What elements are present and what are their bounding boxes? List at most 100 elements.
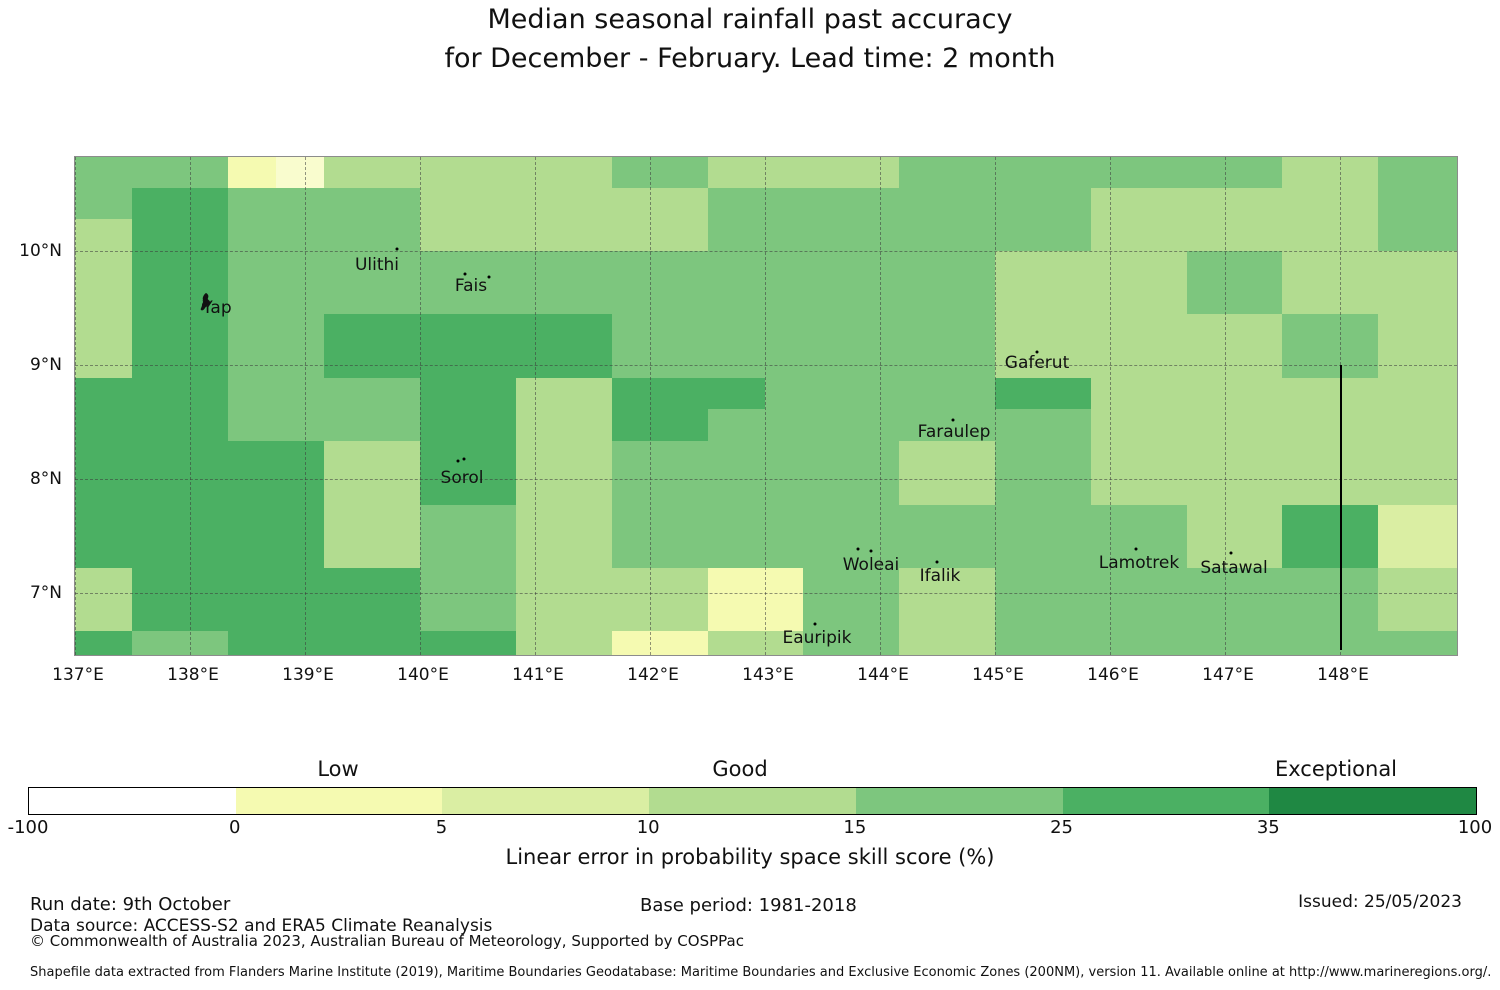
map-cell: [708, 188, 803, 251]
island-label: Satawal: [1200, 558, 1268, 578]
longitude-gridline: [650, 157, 651, 655]
map-cell: [1282, 314, 1378, 378]
longitude-gridline: [765, 157, 766, 655]
map-cell: [132, 157, 228, 188]
island-marker-dot: [1229, 551, 1233, 555]
map-cell: [803, 251, 899, 314]
map-cell: [228, 568, 324, 631]
map-cell: [228, 314, 324, 378]
latitude-tick-label: 10°N: [19, 241, 62, 261]
map-cell: [1378, 188, 1457, 251]
latitude-gridline: [75, 251, 1457, 252]
map-cell: [995, 157, 1091, 188]
map-cell: [324, 505, 420, 568]
island-label: Fais: [454, 276, 488, 296]
map-cell: [803, 188, 899, 251]
map-cell: [1282, 251, 1378, 314]
latitude-gridline: [75, 479, 1457, 480]
map-cell: [324, 157, 420, 188]
map-cell: [1091, 157, 1187, 188]
colorbar-segment: [235, 788, 443, 814]
longitude-tick-label: 143°E: [742, 665, 794, 685]
issued-date-text: Issued: 25/05/2023: [1298, 892, 1462, 912]
map-cell: [420, 188, 516, 251]
colorbar-segment: [1062, 788, 1270, 814]
longitude-gridline: [420, 157, 421, 655]
map-cell: [420, 568, 516, 631]
map-cell: [1282, 505, 1378, 568]
map-cell: [516, 441, 612, 505]
colorbar-tick-label: 0: [228, 817, 241, 838]
map-cell: [1187, 378, 1282, 441]
map-cell: [132, 505, 228, 568]
map-cell: [324, 568, 420, 631]
map-cell: [1282, 441, 1378, 505]
longitude-gridline: [305, 157, 306, 655]
map-cell: [420, 378, 516, 441]
longitude-tick-label: 139°E: [282, 665, 334, 685]
map-cell: [899, 441, 995, 505]
map-cell: [1378, 505, 1457, 568]
data-source-text: Data source: ACCESS-S2 and ERA5 Climate …: [30, 916, 493, 936]
map-cell: [324, 188, 420, 251]
map-cell: [803, 505, 899, 568]
map-cell: [516, 251, 612, 314]
map-cell: [708, 631, 803, 655]
eez-boundary-line: [1340, 365, 1342, 650]
map-subcell: [708, 378, 765, 409]
map-cell: [803, 314, 899, 378]
map-cell: [132, 631, 228, 655]
map-cell: [132, 188, 228, 251]
map-cell: [75, 251, 132, 314]
map-cell: [324, 378, 420, 441]
longitude-tick-label: 141°E: [512, 665, 564, 685]
map-cell: [420, 157, 516, 188]
map-cell: [324, 631, 420, 655]
map-cell: [995, 314, 1091, 378]
map-subcell: [75, 219, 132, 251]
map-cell: [803, 378, 899, 441]
latitude-tick-label: 8°N: [29, 469, 62, 489]
map-cell: [324, 441, 420, 505]
map-cell: [612, 157, 708, 188]
map-cell: [132, 568, 228, 631]
map-cell: [516, 188, 612, 251]
longitude-tick-label: 140°E: [397, 665, 449, 685]
island-label: Faraulep: [917, 422, 991, 442]
island-label: Gaferut: [1004, 353, 1070, 373]
longitude-tick-label: 147°E: [1202, 665, 1254, 685]
map-cell: [516, 505, 612, 568]
map-cell: [803, 631, 899, 655]
map-cell: [132, 314, 228, 378]
map-cell: [995, 505, 1091, 568]
map-cell: [1378, 631, 1457, 655]
island-marker-dot: [1035, 350, 1039, 354]
map-cell: [612, 505, 708, 568]
latitude-tick-label: 9°N: [29, 355, 62, 375]
map-cell: [899, 378, 995, 441]
latitude-tick-label: 7°N: [29, 583, 62, 603]
longitude-gridline: [190, 157, 191, 655]
map-cell: [516, 157, 612, 188]
map-cell: [1091, 188, 1187, 251]
longitude-tick-label: 146°E: [1087, 665, 1139, 685]
map-cell: [75, 378, 132, 441]
copyright-text: © Commonwealth of Australia 2023, Austra…: [30, 932, 744, 950]
map-cell: [612, 251, 708, 314]
map-cell: [899, 631, 995, 655]
map-cell: [1282, 631, 1378, 655]
longitude-gridline: [535, 157, 536, 655]
colorbar-category-label: Exceptional: [1274, 757, 1398, 781]
map-cell: [516, 314, 612, 378]
colorbar-category-label: Low: [317, 757, 359, 781]
map-cell: [1187, 251, 1282, 314]
longitude-tick-label: 138°E: [167, 665, 219, 685]
map-cell: [132, 441, 228, 505]
latitude-gridline: [75, 593, 1457, 594]
map-cell: [899, 314, 995, 378]
colorbar-tick-label: 100: [1457, 817, 1493, 838]
map-cell: [995, 188, 1091, 251]
colorbar-segment: [1269, 788, 1476, 814]
colorbar-tick-label: 5: [435, 817, 448, 838]
